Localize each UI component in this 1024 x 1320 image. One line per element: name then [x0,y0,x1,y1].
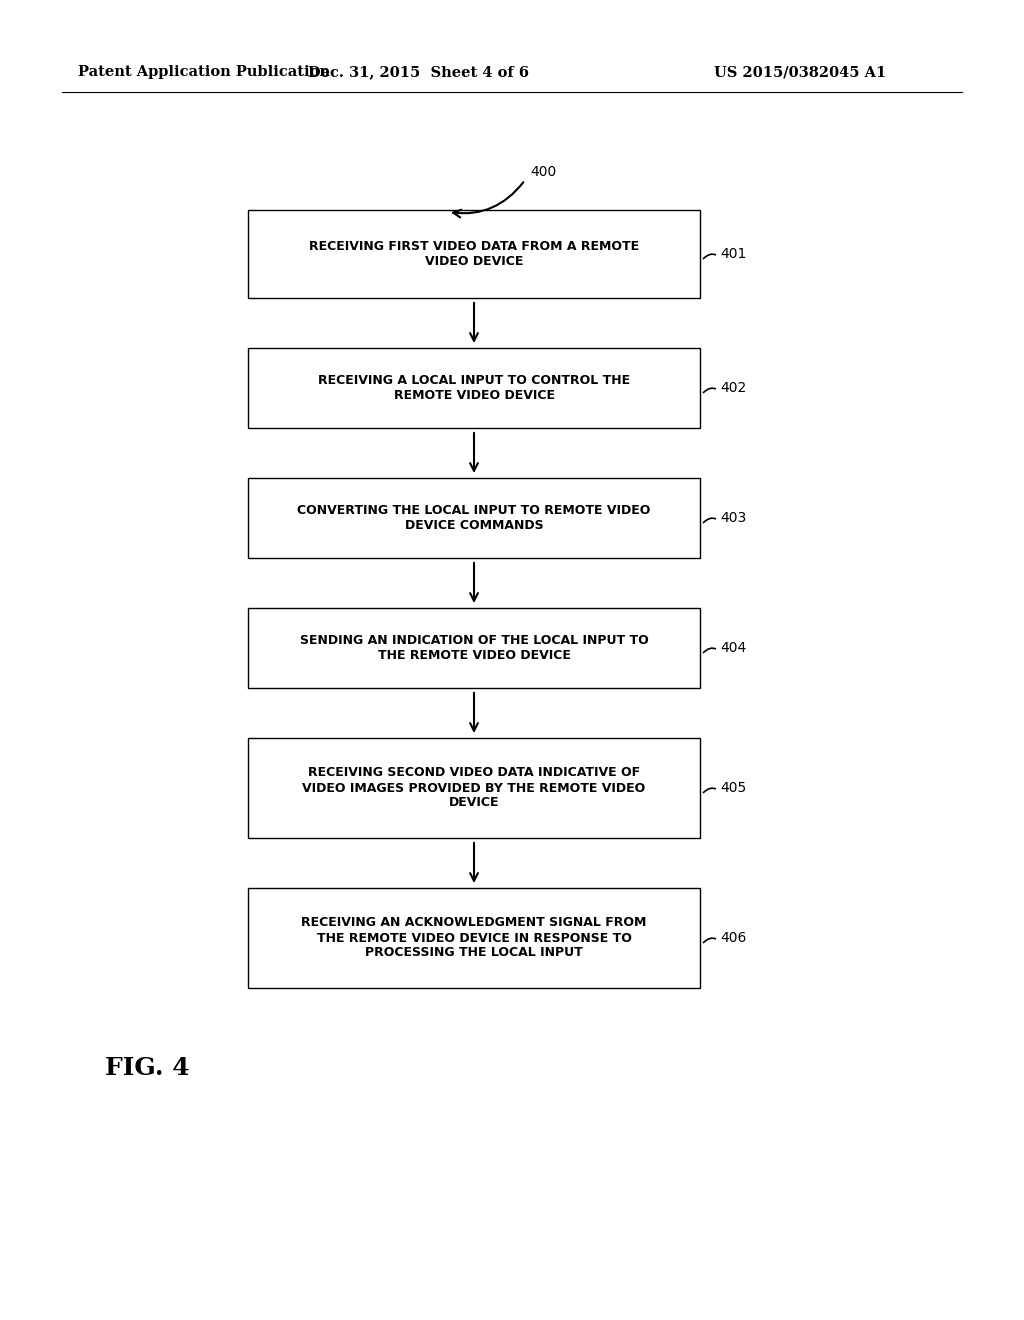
Text: RECEIVING AN ACKNOWLEDGMENT SIGNAL FROM
THE REMOTE VIDEO DEVICE IN RESPONSE TO
P: RECEIVING AN ACKNOWLEDGMENT SIGNAL FROM … [301,916,647,960]
Text: FIG. 4: FIG. 4 [105,1056,189,1080]
Text: US 2015/0382045 A1: US 2015/0382045 A1 [714,65,886,79]
Bar [248,348,700,428]
Bar [248,738,700,838]
Text: 405: 405 [720,781,746,795]
Bar [248,478,700,558]
Text: 406: 406 [720,931,746,945]
Text: Patent Application Publication: Patent Application Publication [78,65,330,79]
Text: Dec. 31, 2015  Sheet 4 of 6: Dec. 31, 2015 Sheet 4 of 6 [307,65,528,79]
Text: CONVERTING THE LOCAL INPUT TO REMOTE VIDEO
DEVICE COMMANDS: CONVERTING THE LOCAL INPUT TO REMOTE VID… [297,504,650,532]
Text: 401: 401 [720,247,746,261]
Text: RECEIVING SECOND VIDEO DATA INDICATIVE OF
VIDEO IMAGES PROVIDED BY THE REMOTE VI: RECEIVING SECOND VIDEO DATA INDICATIVE O… [302,767,645,809]
Text: 402: 402 [720,381,746,395]
Text: 404: 404 [720,642,746,655]
Text: SENDING AN INDICATION OF THE LOCAL INPUT TO
THE REMOTE VIDEO DEVICE: SENDING AN INDICATION OF THE LOCAL INPUT… [300,634,648,663]
Text: RECEIVING A LOCAL INPUT TO CONTROL THE
REMOTE VIDEO DEVICE: RECEIVING A LOCAL INPUT TO CONTROL THE R… [317,374,630,403]
Text: 403: 403 [720,511,746,525]
Bar [248,609,700,688]
Text: 400: 400 [530,165,556,180]
Bar [248,210,700,298]
Text: RECEIVING FIRST VIDEO DATA FROM A REMOTE
VIDEO DEVICE: RECEIVING FIRST VIDEO DATA FROM A REMOTE… [309,240,639,268]
Bar [248,888,700,987]
